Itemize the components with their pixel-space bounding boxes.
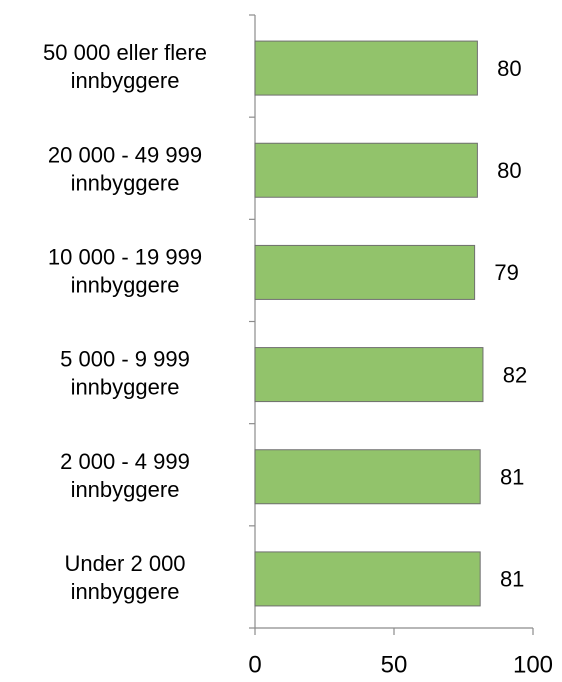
x-tick-label: 50 xyxy=(381,651,408,677)
value-label: 79 xyxy=(494,260,518,285)
y-tick-label: 50 000 eller flere innbyggere xyxy=(43,40,207,93)
value-label: 80 xyxy=(497,158,521,183)
y-tick-label: Under 2 000 innbyggere xyxy=(64,551,185,604)
value-label: 81 xyxy=(500,465,524,490)
bar xyxy=(254,142,478,198)
value-label: 80 xyxy=(497,56,521,81)
bar xyxy=(254,449,481,505)
value-label: 81 xyxy=(500,567,524,592)
x-tick-label: 0 xyxy=(248,651,261,677)
y-tick-label: 5 000 - 9 999 innbyggere xyxy=(60,346,190,399)
value-label: 82 xyxy=(503,362,527,387)
y-tick-label: 2 000 - 4 999 innbyggere xyxy=(60,449,190,502)
y-tick-label: 20 000 - 49 999 innbyggere xyxy=(48,142,202,195)
x-tick-label: 100 xyxy=(513,651,553,677)
bar xyxy=(254,551,481,607)
bar xyxy=(254,347,484,403)
bar xyxy=(254,40,478,96)
bar xyxy=(254,244,476,300)
y-tick-label: 10 000 - 19 999 innbyggere xyxy=(48,244,202,297)
